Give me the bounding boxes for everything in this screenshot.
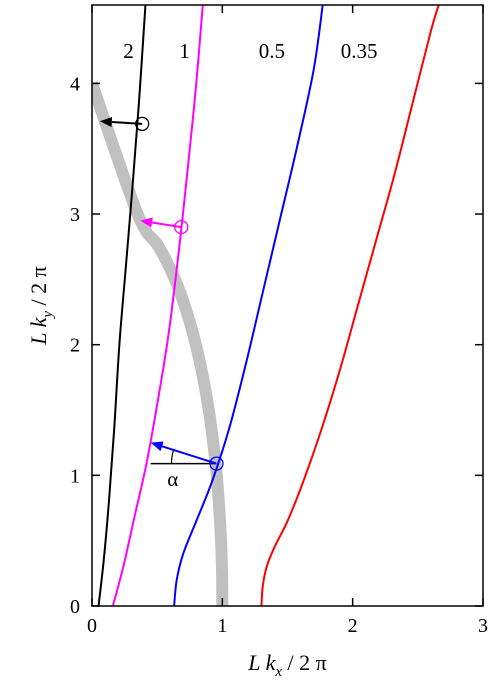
marker-arrow-head-2 [150, 441, 164, 452]
curve-label-1: 1 [179, 39, 190, 63]
marker-arrow-head-1 [140, 217, 153, 228]
marker-circle-0 [135, 116, 150, 132]
x-tick-label-0: 0 [87, 615, 97, 637]
x-tick-label-3: 3 [478, 615, 488, 637]
angle-label: α [167, 467, 178, 491]
y-axis-label: L ky / 2 π [26, 266, 56, 346]
curve-label-0_35: 0.35 [341, 39, 378, 63]
axis-ticks [91, 5, 484, 607]
x-axis-label: L kx / 2 π [247, 650, 327, 680]
marker-arrow-shaft-0 [111, 121, 143, 125]
curve-label-2: 2 [123, 39, 134, 63]
axis-label-tail: / 2 π [26, 266, 51, 311]
y-tick-label-1: 1 [70, 465, 80, 487]
axis-label-main: L k [26, 316, 51, 345]
marker-circle-1 [174, 219, 189, 235]
x-tick-label-1: 1 [217, 615, 227, 637]
y-tick-label-0: 0 [70, 596, 80, 618]
marker-circle-2 [209, 456, 224, 471]
series-line-0_35 [260, 5, 440, 606]
series-line-0_5 [173, 5, 324, 606]
marker-arrow-shaft-1 [151, 221, 182, 229]
x-tick-label-2: 2 [348, 615, 358, 637]
axis-label-subscript: x [274, 664, 282, 680]
axis-labels: 0 1 2 3 0 1 2 3 4 2 1 0.5 0.35 [70, 39, 488, 637]
circle-arc [92, 81, 229, 606]
plot-area: α [92, 5, 440, 606]
axis-label-subscript: y [40, 311, 56, 320]
y-tick-label-4: 4 [70, 73, 80, 95]
marker-arrow-head-0 [99, 117, 113, 128]
series-line-1 [111, 5, 204, 606]
y-tick-label-3: 3 [70, 204, 80, 226]
marker-arrow-shaft-2 [161, 445, 217, 465]
y-tick-label-2: 2 [70, 335, 80, 357]
axis-label-tail: / 2 π [282, 650, 327, 675]
axis-label-main: L k [247, 650, 276, 675]
plot-frame [91, 4, 484, 607]
curve-label-0_5: 0.5 [259, 39, 285, 63]
